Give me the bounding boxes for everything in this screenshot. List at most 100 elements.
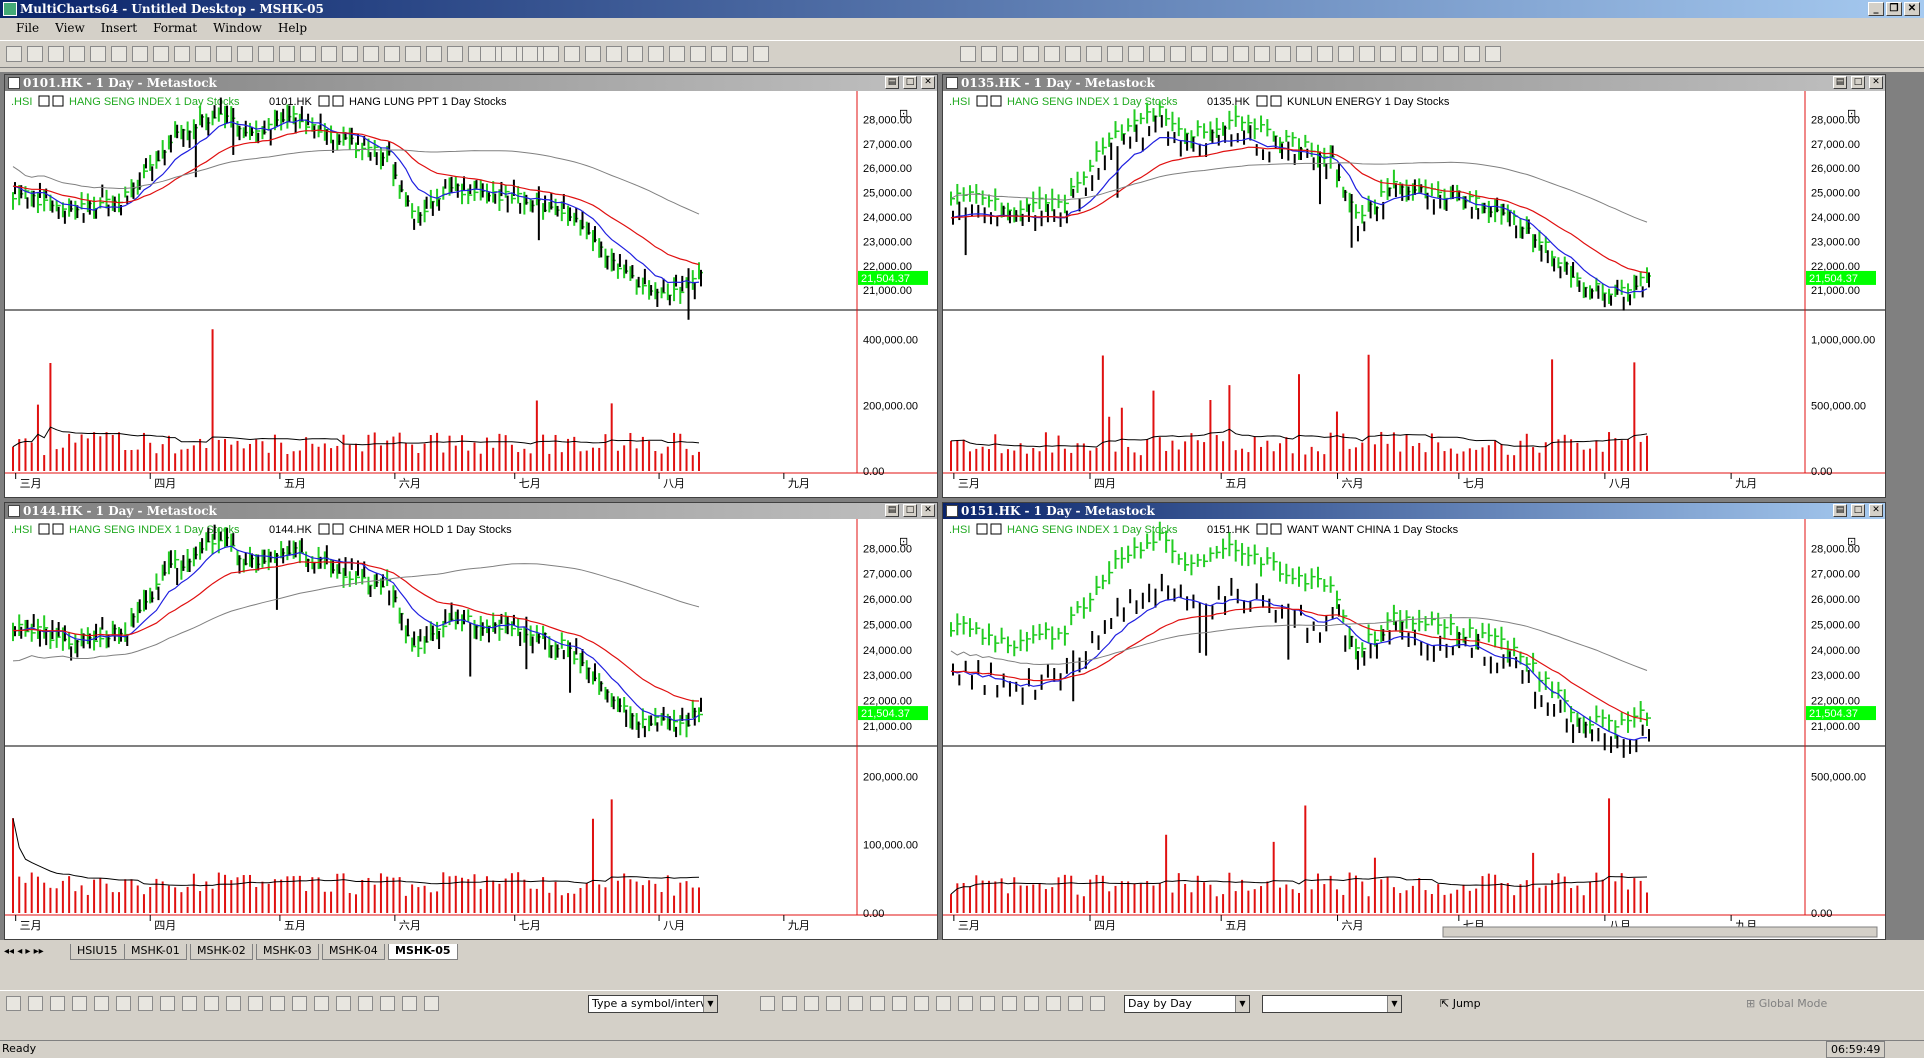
tab-nav-arrows-icon[interactable]: ◂◂ ◂ ▸ ▸▸: [4, 946, 44, 957]
toolbar-tool-icon[interactable]: [405, 46, 421, 62]
window-maximize-button[interactable]: □: [903, 76, 917, 89]
toolbar-tool-icon[interactable]: [426, 46, 442, 62]
toolbar-tool-icon[interactable]: [237, 46, 253, 62]
toolbar-tool-icon[interactable]: [1317, 46, 1333, 62]
toolbar-tool-icon[interactable]: [1464, 46, 1480, 62]
data1-dropdown-icon[interactable]: [38, 523, 50, 535]
drawing-tool-icon[interactable]: [760, 996, 775, 1011]
price-volume-chart[interactable]: .HSI HANG SENG INDEX 1 Day Stocks 0135.HK K…: [943, 91, 1885, 497]
toolbar-tool-icon[interactable]: [6, 46, 22, 62]
toolbar-tool-icon[interactable]: [1233, 46, 1249, 62]
playback-mode-select[interactable]: Day by Day ▼: [1124, 995, 1250, 1013]
drawing-tool-icon[interactable]: [380, 996, 395, 1011]
drawing-tool-icon[interactable]: [314, 996, 329, 1011]
price-volume-chart[interactable]: .HSI HANG SENG INDEX 1 Day Stocks 0101.HK H…: [5, 91, 937, 497]
toolbar-tool-icon[interactable]: [69, 46, 85, 62]
toolbar-tool-icon[interactable]: [132, 46, 148, 62]
toolbar-tool-icon[interactable]: [216, 46, 232, 62]
drawing-tool-icon[interactable]: [914, 996, 929, 1011]
tab-hsiu15[interactable]: HSIU15: [70, 944, 125, 960]
playback-speed-select[interactable]: ▼: [1262, 995, 1402, 1013]
toolbar-tool-icon[interactable]: [669, 46, 685, 62]
tab-mshk-01[interactable]: MSHK-01: [124, 944, 187, 960]
toolbar-tool-icon[interactable]: [1275, 46, 1291, 62]
data1-dropdown-icon[interactable]: [976, 523, 988, 535]
data2-dropdown-icon[interactable]: [1256, 523, 1268, 535]
window-menu-button[interactable]: ▤: [1833, 76, 1847, 89]
toolbar-tool-icon[interactable]: [321, 46, 337, 62]
data2-settings-icon[interactable]: [1270, 95, 1282, 107]
menu-file[interactable]: File: [16, 21, 40, 35]
chart-window[interactable]: 0151.HK - 1 Day - Metastock ▤ □ ✕ .HSI HAN…: [942, 502, 1886, 940]
symbol-input[interactable]: Type a symbol/interval ▼: [588, 995, 718, 1013]
drawing-tool-icon[interactable]: [870, 996, 885, 1011]
drawing-tool-icon[interactable]: [182, 996, 197, 1011]
data2-dropdown-icon[interactable]: [1256, 95, 1268, 107]
window-maximize-button[interactable]: □: [1851, 504, 1865, 517]
menu-help[interactable]: Help: [277, 21, 308, 35]
menu-window[interactable]: Window: [213, 21, 262, 35]
drawing-tool-icon[interactable]: [160, 996, 175, 1011]
drawing-tool-icon[interactable]: [892, 996, 907, 1011]
toolbar-tool-icon[interactable]: [48, 46, 64, 62]
toolbar-tool-icon[interactable]: [111, 46, 127, 62]
data1-dropdown-icon[interactable]: [976, 95, 988, 107]
minimize-button[interactable]: _: [1868, 2, 1884, 16]
toolbar-tool-icon[interactable]: [564, 46, 580, 62]
drawing-tool-icon[interactable]: [424, 996, 439, 1011]
drawing-tool-icon[interactable]: [50, 996, 65, 1011]
drawing-tool-icon[interactable]: [336, 996, 351, 1011]
toolbar-tool-icon[interactable]: [627, 46, 643, 62]
tab-mshk-04[interactable]: MSHK-04: [322, 944, 385, 960]
horizontal-scrollbar[interactable]: [1442, 926, 1878, 938]
tab-mshk-03[interactable]: MSHK-03: [256, 944, 319, 960]
toolbar-tool-icon[interactable]: [1191, 46, 1207, 62]
drawing-tool-icon[interactable]: [270, 996, 285, 1011]
tab-mshk-02[interactable]: MSHK-02: [190, 944, 253, 960]
data1-settings-icon[interactable]: [990, 95, 1002, 107]
drawing-tool-icon[interactable]: [402, 996, 417, 1011]
drawing-tool-icon[interactable]: [116, 996, 131, 1011]
window-menu-button[interactable]: ▤: [885, 76, 899, 89]
toolbar-tool-icon[interactable]: [1485, 46, 1501, 62]
toolbar-tool-icon[interactable]: [1296, 46, 1312, 62]
toolbar-tool-icon[interactable]: [384, 46, 400, 62]
drawing-tool-icon[interactable]: [204, 996, 219, 1011]
toolbar-tool-icon[interactable]: [1107, 46, 1123, 62]
toolbar-tool-icon[interactable]: [732, 46, 748, 62]
window-close-button[interactable]: ✕: [921, 76, 935, 89]
drawing-tool-icon[interactable]: [248, 996, 263, 1011]
global-mode-button[interactable]: ⊞ Global Mode: [1746, 997, 1828, 1010]
toolbar-tool-icon[interactable]: [1002, 46, 1018, 62]
drawing-tool-icon[interactable]: [1024, 996, 1039, 1011]
toolbar-tool-icon[interactable]: [606, 46, 622, 62]
toolbar-tool-icon[interactable]: [258, 46, 274, 62]
drawing-tool-icon[interactable]: [358, 996, 373, 1011]
restore-button[interactable]: ❐: [1886, 2, 1902, 16]
toolbar-tool-icon[interactable]: [1401, 46, 1417, 62]
drawing-tool-icon[interactable]: [6, 996, 21, 1011]
toolbar-tool-icon[interactable]: [279, 46, 295, 62]
window-maximize-button[interactable]: □: [1851, 76, 1865, 89]
drawing-tool-icon[interactable]: [1046, 996, 1061, 1011]
toolbar-tool-icon[interactable]: [1212, 46, 1228, 62]
drawing-tool-icon[interactable]: [826, 996, 841, 1011]
drawing-tool-icon[interactable]: [72, 996, 87, 1011]
drawing-tool-icon[interactable]: [782, 996, 797, 1011]
toolbar-tool-icon[interactable]: [1023, 46, 1039, 62]
toolbar-tool-icon[interactable]: [960, 46, 976, 62]
toolbar-tool-icon[interactable]: [585, 46, 601, 62]
menu-format[interactable]: Format: [153, 21, 198, 35]
drawing-tool-icon[interactable]: [958, 996, 973, 1011]
drawing-tool-icon[interactable]: [936, 996, 951, 1011]
toolbar-tool-icon[interactable]: [753, 46, 769, 62]
toolbar-tool-icon[interactable]: [153, 46, 169, 62]
chart-window[interactable]: 0101.HK - 1 Day - Metastock ▤ □ ✕ .HSI HAN…: [4, 74, 938, 498]
price-volume-chart[interactable]: .HSI HANG SENG INDEX 1 Day Stocks 0151.HK W…: [943, 519, 1885, 939]
toolbar-tool-icon[interactable]: [1149, 46, 1165, 62]
drawing-tool-icon[interactable]: [28, 996, 43, 1011]
chart-window[interactable]: 0135.HK - 1 Day - Metastock ▤ □ ✕ .HSI HAN…: [942, 74, 1886, 498]
toolbar-tool-icon[interactable]: [1380, 46, 1396, 62]
data1-settings-icon[interactable]: [990, 523, 1002, 535]
window-menu-button[interactable]: ▤: [1833, 504, 1847, 517]
